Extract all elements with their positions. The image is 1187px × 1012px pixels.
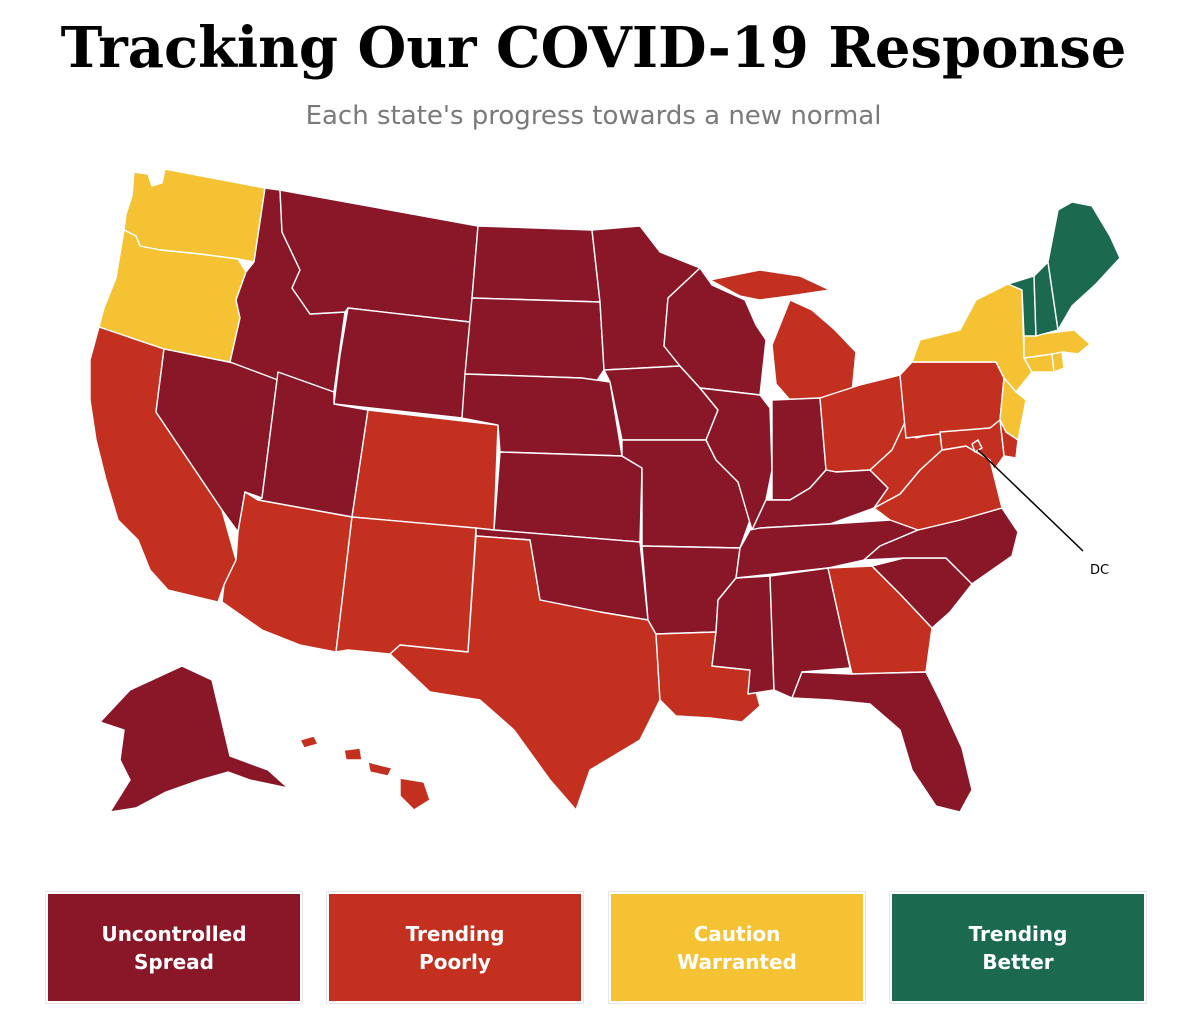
page-subtitle: Each state's progress towards a new norm… bbox=[305, 101, 882, 131]
legend-label: Trending Better bbox=[968, 921, 1068, 974]
state-mi[interactable] bbox=[709, 269, 857, 401]
state-ks[interactable] bbox=[493, 451, 643, 543]
dc-leader-line bbox=[977, 449, 1084, 552]
state-az[interactable] bbox=[221, 491, 353, 653]
legend-caution-warranted: Caution Warranted bbox=[609, 892, 865, 1003]
state-ri[interactable] bbox=[1051, 351, 1065, 373]
state-ak[interactable] bbox=[99, 665, 289, 813]
state-pa[interactable] bbox=[899, 361, 1005, 439]
legend-label: Trending Poorly bbox=[405, 921, 505, 974]
state-mt[interactable] bbox=[279, 189, 479, 323]
state-vt[interactable] bbox=[1007, 275, 1037, 337]
page-title: Tracking Our COVID-19 Response bbox=[60, 15, 1127, 81]
state-fl[interactable] bbox=[791, 671, 973, 813]
us-state-map: DC bbox=[89, 168, 1121, 813]
legend-trending-poorly: Trending Poorly bbox=[327, 892, 583, 1003]
dc-label: DC bbox=[1090, 563, 1109, 578]
state-tx[interactable] bbox=[389, 535, 661, 811]
state-wi[interactable] bbox=[663, 267, 767, 396]
state-co[interactable] bbox=[351, 409, 499, 531]
state-hi[interactable] bbox=[299, 735, 431, 811]
legend-label: Uncontrolled Spread bbox=[101, 921, 247, 974]
state-ms[interactable] bbox=[711, 575, 775, 695]
state-wy[interactable] bbox=[333, 307, 471, 419]
state-dc[interactable] bbox=[971, 439, 983, 453]
state-me[interactable] bbox=[1047, 201, 1121, 331]
state-nm[interactable] bbox=[335, 516, 477, 655]
legend-label: Caution Warranted bbox=[677, 921, 797, 974]
state-sd[interactable] bbox=[464, 297, 605, 383]
state-nd[interactable] bbox=[471, 225, 601, 303]
legend-uncontrolled-spread: Uncontrolled Spread bbox=[46, 892, 302, 1003]
legend-trending-better: Trending Better bbox=[890, 892, 1146, 1003]
state-ma[interactable] bbox=[1023, 329, 1091, 359]
